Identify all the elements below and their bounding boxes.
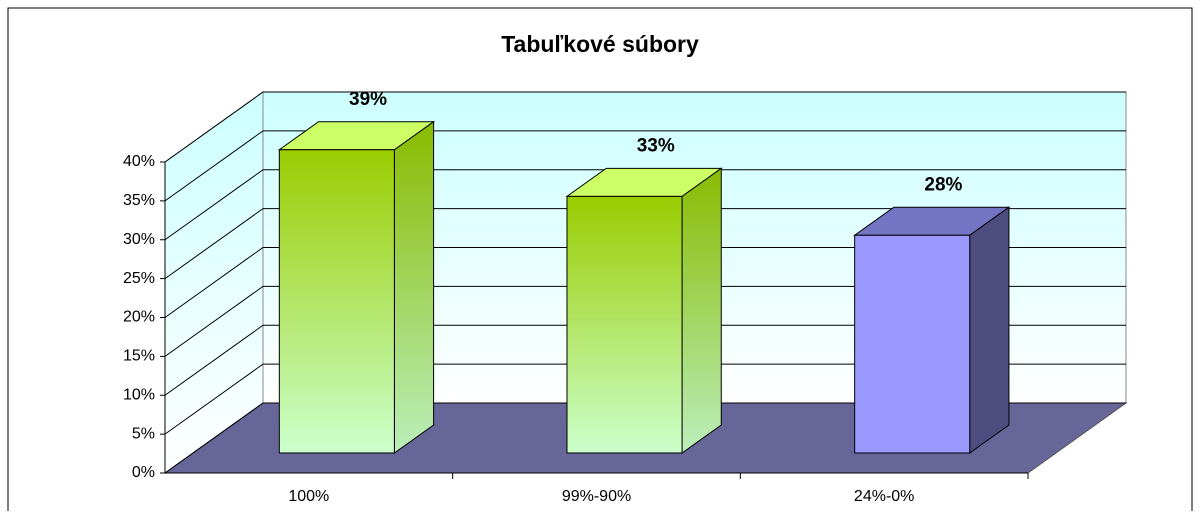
grid-line bbox=[164, 363, 1126, 435]
bar bbox=[566, 195, 683, 454]
value-label: 28% bbox=[924, 174, 962, 195]
chart-title: Tabuľkové súbory bbox=[501, 31, 699, 57]
grid-line bbox=[164, 169, 1126, 241]
y-tick-label: 5% bbox=[132, 425, 155, 442]
bar bbox=[278, 149, 395, 454]
grid-line bbox=[164, 208, 1126, 280]
grid-line bbox=[164, 91, 1126, 163]
x-tick-label: 24%-0% bbox=[854, 488, 914, 505]
y-tick-label: 25% bbox=[123, 270, 155, 287]
bar-side bbox=[681, 167, 722, 454]
grid-line bbox=[164, 247, 1126, 318]
bar bbox=[854, 234, 971, 454]
bar-side bbox=[969, 206, 1010, 454]
x-tick-label: 100% bbox=[288, 488, 329, 505]
y-tick-label: 0% bbox=[132, 464, 155, 481]
grid-line bbox=[164, 324, 1126, 396]
bar-side bbox=[393, 120, 435, 454]
y-tick-label: 10% bbox=[123, 386, 155, 403]
grid-line bbox=[164, 130, 1126, 202]
grid-line bbox=[164, 402, 1126, 474]
y-tick-label: 30% bbox=[123, 231, 155, 248]
y-tick-label: 20% bbox=[123, 309, 155, 326]
y-tick-label: 15% bbox=[123, 348, 155, 365]
grid-line bbox=[164, 285, 1126, 357]
value-label: 33% bbox=[637, 135, 675, 156]
y-tick-label: 40% bbox=[123, 153, 155, 170]
x-tick-label: 99%-90% bbox=[562, 488, 631, 505]
frame bbox=[7, 7, 1193, 511]
y-tick-label: 35% bbox=[123, 192, 155, 209]
value-label: 39% bbox=[349, 89, 387, 110]
